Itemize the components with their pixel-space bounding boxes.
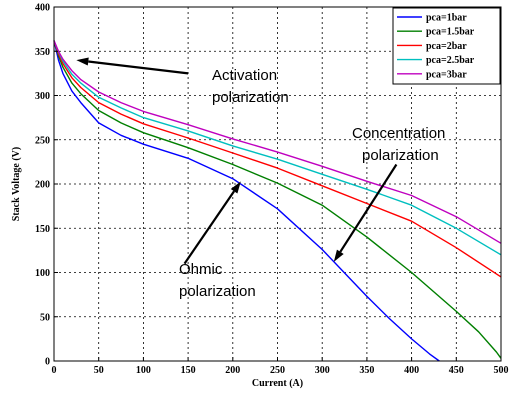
annotation-3: Ohmic polarization	[179, 181, 256, 300]
x-tick-label: 0	[52, 365, 57, 376]
legend-label: pca=3bar	[426, 69, 467, 80]
tick-layer: 0 50 100 150 200 250 300 350 400 450 500 0 50 100 150 2…	[35, 3, 509, 377]
annotation-2: Concentration polarization	[333, 125, 445, 262]
legend-label: pca=1.5bar	[426, 27, 475, 38]
series-line-2	[53, 40, 502, 359]
legend-label: pca=2bar	[426, 41, 467, 52]
legend-label: pca=2.5bar	[426, 55, 475, 66]
legend: pca=1bar pca=1.5bar pca=2bar pca=2.5bar pca=…	[392, 7, 501, 85]
annotation-1: Activation polarization	[76, 57, 289, 106]
y-tick-label: 0	[45, 357, 50, 368]
legend-label: pca=1bar	[426, 13, 467, 24]
annotation-arrow-shaft	[88, 60, 189, 75]
annotation-arrow-shaft	[339, 163, 398, 253]
series-layer	[53, 40, 502, 362]
x-tick-label: 450	[449, 365, 464, 376]
y-tick-label: 350	[35, 47, 50, 58]
x-tick-label: 100	[136, 365, 151, 376]
y-axis-title: Stack Voltage (V)	[11, 147, 22, 221]
x-tick-label: 50	[94, 365, 104, 376]
annotation-text: polarization	[179, 283, 256, 300]
series-line-4	[53, 40, 502, 256]
y-tick-label: 50	[40, 312, 50, 323]
annotation-text: Concentration	[352, 125, 445, 142]
y-tick-label: 200	[35, 180, 50, 191]
y-tick-label: 150	[35, 224, 50, 235]
annotation-arrow-head	[230, 181, 241, 194]
y-tick-label: 100	[35, 268, 50, 279]
annotation-text: Activation	[212, 67, 277, 84]
y-tick-label: 400	[35, 3, 50, 14]
x-axis-title: Current (A)	[252, 378, 303, 389]
x-tick-label: 400	[404, 365, 419, 376]
annotation-arrow-head	[76, 57, 89, 66]
x-tick-label: 200	[225, 365, 240, 376]
x-tick-label: 150	[181, 365, 196, 376]
y-tick-label: 250	[35, 135, 50, 146]
annotation-arrow-head	[333, 249, 344, 262]
grid-layer	[54, 7, 501, 361]
x-tick-label: 500	[494, 365, 509, 376]
x-tick-label: 250	[270, 365, 285, 376]
annotation-text: polarization	[362, 147, 439, 164]
y-tick-label: 300	[35, 91, 50, 102]
annotation-text: Ohmic	[179, 261, 223, 278]
x-tick-label: 350	[359, 365, 374, 376]
series-line-3	[53, 40, 502, 278]
annotation-text: polarization	[212, 89, 289, 106]
x-tick-label: 300	[315, 365, 330, 376]
series-line-5	[53, 40, 502, 244]
annotation-layer: Activation polarization Concentration polar…	[76, 57, 445, 300]
annotation-arrow-shaft	[183, 190, 235, 265]
series-line-1	[53, 40, 440, 362]
